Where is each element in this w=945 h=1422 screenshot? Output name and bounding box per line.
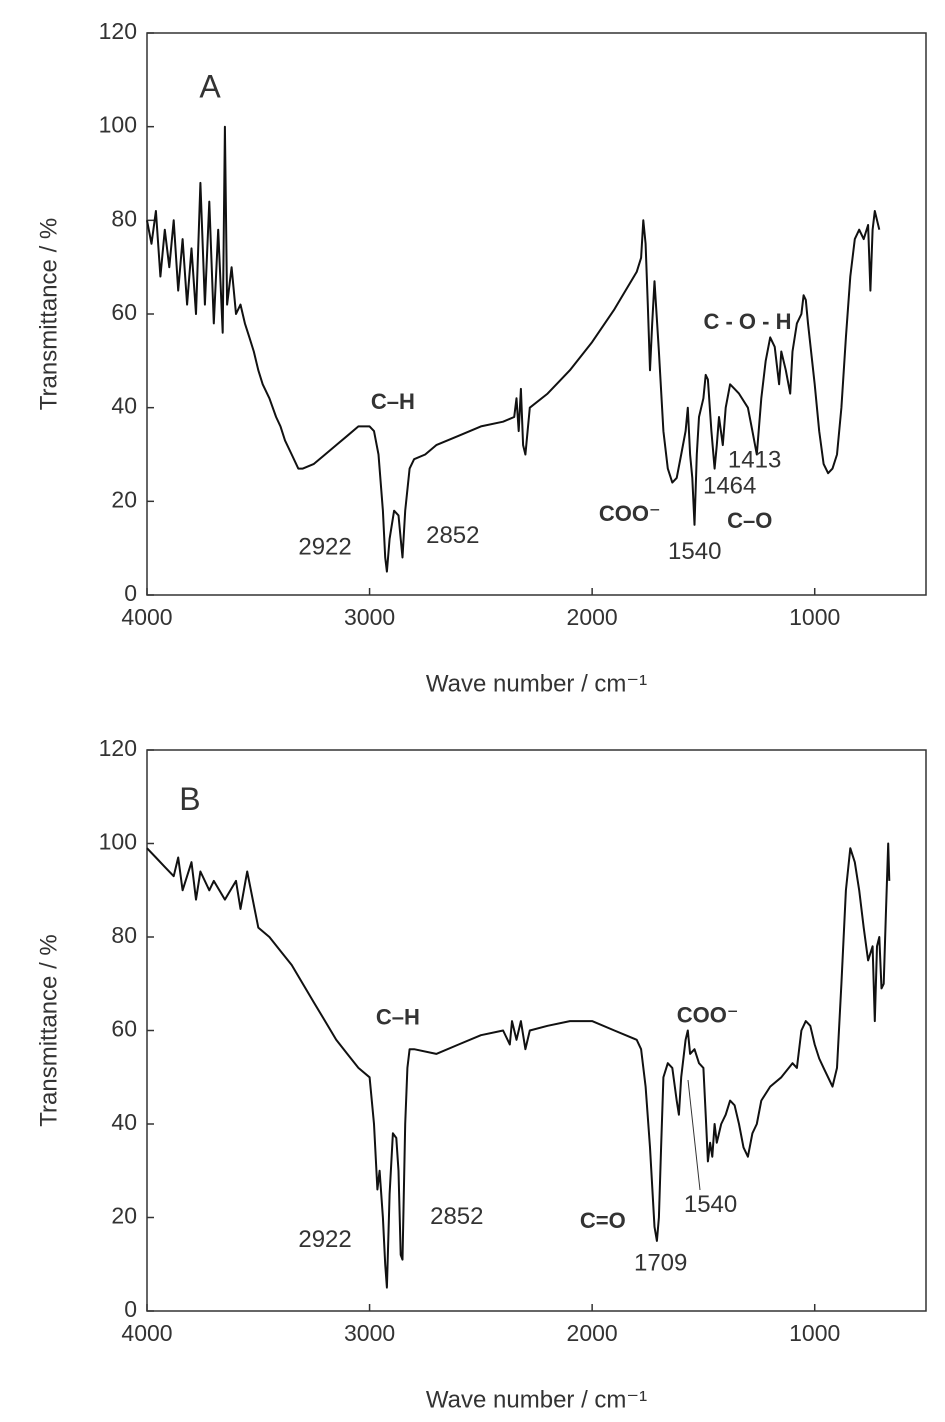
x-tick-label: 4000 bbox=[121, 1320, 172, 1346]
y-tick-label: 80 bbox=[111, 922, 137, 948]
spectrum-line bbox=[146, 842, 891, 1289]
x-axis-label: Wave number / cm⁻¹ bbox=[426, 1386, 647, 1413]
annotation: A bbox=[199, 69, 221, 105]
y-tick-label: 20 bbox=[111, 1203, 137, 1229]
x-tick-label: 2000 bbox=[567, 604, 618, 630]
annotation: C–O bbox=[727, 508, 772, 533]
annotation: C - O - H bbox=[703, 309, 791, 334]
y-tick-label: 100 bbox=[99, 829, 137, 855]
annotation: 1540 bbox=[684, 1191, 737, 1218]
leader-line bbox=[687, 1079, 701, 1191]
y-tick-label: 0 bbox=[124, 580, 137, 606]
annotation: C–H bbox=[371, 389, 415, 414]
annotation: C–H bbox=[376, 1005, 420, 1030]
annotation: 1413 bbox=[728, 446, 781, 473]
x-tick-label: 3000 bbox=[344, 604, 395, 630]
plot-frame bbox=[146, 32, 927, 596]
plot-frame bbox=[146, 749, 927, 1312]
annotation: 2852 bbox=[426, 522, 479, 549]
y-tick-label: 120 bbox=[99, 18, 137, 44]
x-tick-label: 2000 bbox=[567, 1320, 618, 1346]
annotation: B bbox=[179, 781, 200, 817]
x-tick-label: 1000 bbox=[789, 1320, 840, 1346]
annotation: COO⁻ bbox=[599, 501, 661, 526]
y-tick-label: 40 bbox=[111, 1109, 137, 1135]
y-tick-label: 40 bbox=[111, 393, 137, 419]
spectrum-line bbox=[146, 125, 881, 573]
y-tick-label: 60 bbox=[111, 299, 137, 325]
annotation: 1464 bbox=[703, 473, 756, 500]
annotation: 1709 bbox=[634, 1250, 687, 1277]
x-axis-label: Wave number / cm⁻¹ bbox=[426, 670, 647, 697]
y-axis-label: Transmittance / % bbox=[35, 218, 62, 411]
y-tick-label: 0 bbox=[124, 1296, 137, 1322]
x-tick-label: 3000 bbox=[344, 1320, 395, 1346]
y-tick-label: 100 bbox=[99, 112, 137, 138]
annotation: 2922 bbox=[298, 1226, 351, 1253]
annotation: 2922 bbox=[298, 534, 351, 561]
y-axis-label: Transmittance / % bbox=[35, 934, 62, 1127]
y-tick-label: 120 bbox=[99, 735, 137, 761]
annotation: 2852 bbox=[430, 1203, 483, 1230]
annotation: 1540 bbox=[668, 538, 721, 565]
y-tick-label: 60 bbox=[111, 1016, 137, 1042]
y-tick-label: 80 bbox=[111, 205, 137, 231]
x-tick-label: 4000 bbox=[121, 604, 172, 630]
x-tick-label: 1000 bbox=[789, 604, 840, 630]
y-tick-label: 20 bbox=[111, 486, 137, 512]
annotation: COO⁻ bbox=[677, 1002, 739, 1027]
annotation: C=O bbox=[580, 1208, 626, 1233]
